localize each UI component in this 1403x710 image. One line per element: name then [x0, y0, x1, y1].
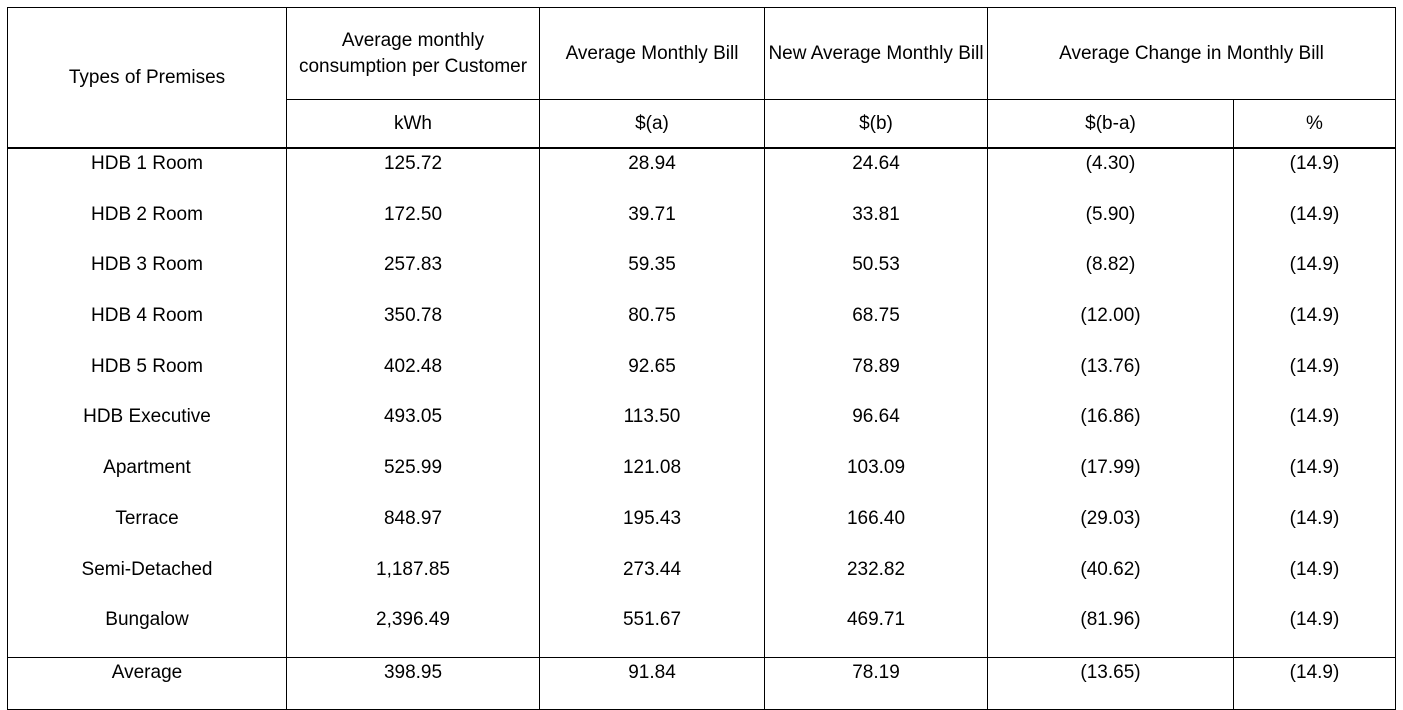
cell-consumption: 402.48 — [286, 352, 540, 404]
cell-change-pct: (14.9) — [1233, 454, 1396, 505]
cell-new-bill: 96.64 — [764, 403, 988, 455]
table-row: HDB 3 Room 257.83 59.35 50.53 (8.82) (14… — [7, 251, 1396, 303]
cell-type: HDB 5 Room — [7, 352, 287, 404]
cell-bill: 28.94 — [539, 148, 765, 201]
cell-change-pct: (14.9) — [1233, 403, 1396, 455]
table-row: Semi-Detached 1,187.85 273.44 232.82 (40… — [7, 555, 1396, 607]
cell-change-abs: (8.82) — [987, 251, 1234, 303]
cell-bill: 113.50 — [539, 403, 765, 455]
cell-bill: 273.44 — [539, 555, 765, 607]
cell-new-bill: 232.82 — [764, 555, 988, 607]
cell-bill: 39.71 — [539, 200, 765, 252]
cell-change-abs: (17.99) — [987, 454, 1234, 505]
cell-change-pct: (14.9) — [1233, 657, 1396, 710]
cell-change-abs: (81.96) — [987, 606, 1234, 658]
cell-bill: 59.35 — [539, 251, 765, 303]
table-row: HDB 1 Room 125.72 28.94 24.64 (4.30) (14… — [7, 148, 1396, 201]
cell-change-abs: (13.76) — [987, 352, 1234, 404]
unit-change-pct: % — [1233, 99, 1396, 149]
table-row: Apartment 525.99 121.08 103.09 (17.99) (… — [7, 454, 1396, 505]
cell-new-bill: 24.64 — [764, 148, 988, 201]
cell-type: Bungalow — [7, 606, 287, 658]
cell-new-bill: 78.89 — [764, 352, 988, 404]
cell-change-abs: (16.86) — [987, 403, 1234, 455]
unit-new-bill: $(b) — [764, 99, 988, 149]
cell-change-abs: (12.00) — [987, 302, 1234, 353]
cell-bill: 92.65 — [539, 352, 765, 404]
cell-change-pct: (14.9) — [1233, 302, 1396, 353]
cell-new-bill: 50.53 — [764, 251, 988, 303]
cell-bill: 91.84 — [539, 657, 765, 710]
cell-consumption: 493.05 — [286, 403, 540, 455]
cell-new-bill: 469.71 — [764, 606, 988, 658]
unit-consumption: kWh — [286, 99, 540, 149]
cell-type: HDB 3 Room — [7, 251, 287, 303]
cell-change-abs: (40.62) — [987, 555, 1234, 607]
cell-new-bill: 33.81 — [764, 200, 988, 252]
cell-change-abs: (29.03) — [987, 504, 1234, 556]
cell-consumption: 350.78 — [286, 302, 540, 353]
header-change: Average Change in Monthly Bill — [987, 7, 1396, 100]
cell-type: HDB 2 Room — [7, 200, 287, 252]
cell-type: Apartment — [7, 454, 287, 505]
cell-consumption: 398.95 — [286, 657, 540, 710]
header-row: Types of Premises Average monthly consum… — [7, 7, 1396, 149]
cell-consumption: 257.83 — [286, 251, 540, 303]
cell-type: Average — [7, 657, 287, 710]
cell-change-abs: (5.90) — [987, 200, 1234, 252]
unit-change-abs: $(b-a) — [987, 99, 1234, 149]
cell-type: HDB 4 Room — [7, 302, 287, 353]
header-consumption: Average monthly consumption per Customer — [286, 7, 540, 100]
table-row: Bungalow 2,396.49 551.67 469.71 (81.96) … — [7, 606, 1396, 658]
cell-type: HDB Executive — [7, 403, 287, 455]
premises-bill-table: Types of Premises Average monthly consum… — [7, 7, 1396, 710]
cell-change-pct: (14.9) — [1233, 200, 1396, 252]
table-row: HDB 4 Room 350.78 80.75 68.75 (12.00) (1… — [7, 302, 1396, 353]
cell-change-pct: (14.9) — [1233, 352, 1396, 404]
cell-new-bill: 166.40 — [764, 504, 988, 556]
cell-consumption: 1,187.85 — [286, 555, 540, 607]
average-row: Average 398.95 91.84 78.19 (13.65) (14.9… — [7, 657, 1396, 710]
cell-bill: 121.08 — [539, 454, 765, 505]
cell-change-abs: (13.65) — [987, 657, 1234, 710]
table-row: HDB Executive 493.05 113.50 96.64 (16.86… — [7, 403, 1396, 455]
cell-new-bill: 68.75 — [764, 302, 988, 353]
cell-bill: 195.43 — [539, 504, 765, 556]
table-row: Terrace 848.97 195.43 166.40 (29.03) (14… — [7, 504, 1396, 556]
cell-type: HDB 1 Room — [7, 148, 287, 201]
table-row: HDB 5 Room 402.48 92.65 78.89 (13.76) (1… — [7, 352, 1396, 404]
cell-bill: 551.67 — [539, 606, 765, 658]
cell-consumption: 2,396.49 — [286, 606, 540, 658]
cell-change-pct: (14.9) — [1233, 251, 1396, 303]
cell-change-pct: (14.9) — [1233, 148, 1396, 201]
cell-bill: 80.75 — [539, 302, 765, 353]
cell-consumption: 172.50 — [286, 200, 540, 252]
header-bill: Average Monthly Bill — [539, 7, 765, 100]
cell-change-abs: (4.30) — [987, 148, 1234, 201]
header-new-bill: New Average Monthly Bill — [764, 7, 988, 100]
cell-change-pct: (14.9) — [1233, 504, 1396, 556]
cell-type: Semi-Detached — [7, 555, 287, 607]
unit-bill: $(a) — [539, 99, 765, 149]
cell-new-bill: 78.19 — [764, 657, 988, 710]
units-row: kWh $(a) $(b) $(b-a) % — [8, 99, 1396, 149]
cell-consumption: 848.97 — [286, 504, 540, 556]
header-type: Types of Premises — [7, 7, 287, 149]
cell-type: Terrace — [7, 504, 287, 556]
cell-consumption: 525.99 — [286, 454, 540, 505]
cell-new-bill: 103.09 — [764, 454, 988, 505]
cell-change-pct: (14.9) — [1233, 555, 1396, 607]
cell-consumption: 125.72 — [286, 148, 540, 201]
table-row: HDB 2 Room 172.50 39.71 33.81 (5.90) (14… — [7, 200, 1396, 252]
cell-change-pct: (14.9) — [1233, 606, 1396, 658]
